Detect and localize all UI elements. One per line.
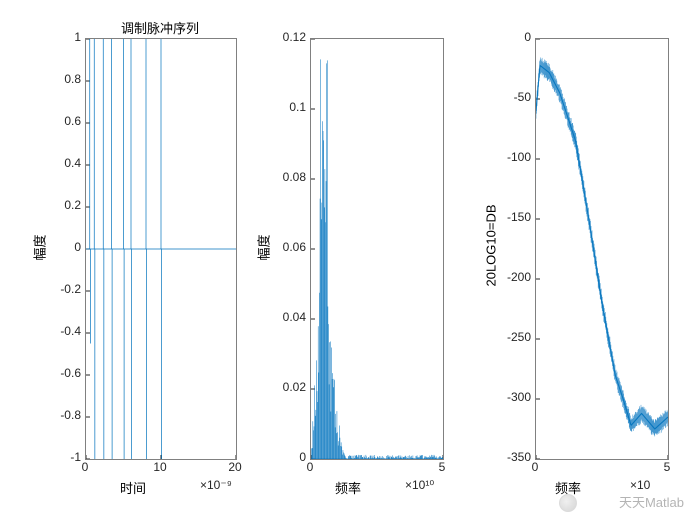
subplot-1-title: 调制脉冲序列 bbox=[85, 18, 235, 37]
tick-label: 0.2 bbox=[41, 198, 81, 212]
tick-label: -250 bbox=[491, 330, 531, 344]
tick-label: 10 bbox=[145, 460, 175, 474]
figure: 调制脉冲序列 幅度 时间 ×10⁻⁹ -1-0.8-0.6-0.4-0.200.… bbox=[0, 0, 700, 525]
subplot-1-xlabel: 时间 bbox=[120, 478, 146, 497]
tick-label: 0.02 bbox=[266, 380, 306, 394]
tick-label: 0.1 bbox=[266, 100, 306, 114]
tick-label: 0.4 bbox=[41, 156, 81, 170]
tick-label: -0.4 bbox=[41, 324, 81, 338]
subplot-3-xexp: ×10 bbox=[630, 478, 650, 492]
spectrum-plot bbox=[311, 39, 443, 459]
tick-label: 0.12 bbox=[266, 30, 306, 44]
tick-label: 0 bbox=[295, 460, 325, 474]
watermark-logo-icon bbox=[559, 494, 577, 512]
tick-label: 0 bbox=[41, 240, 81, 254]
pulse-plot bbox=[86, 39, 236, 459]
subplot-1-xexp: ×10⁻⁹ bbox=[200, 478, 232, 492]
subplot-2-xexp: ×10¹⁰ bbox=[405, 478, 434, 492]
db-plot bbox=[536, 39, 668, 459]
subplot-spectrum bbox=[310, 38, 444, 460]
tick-label: 0.6 bbox=[41, 114, 81, 128]
tick-label: -0.6 bbox=[41, 366, 81, 380]
tick-label: 5 bbox=[427, 460, 457, 474]
tick-label: 0 bbox=[70, 460, 100, 474]
tick-label: 20 bbox=[220, 460, 250, 474]
tick-label: -150 bbox=[491, 210, 531, 224]
subplot-pulse-train bbox=[85, 38, 237, 460]
tick-label: 0.8 bbox=[41, 72, 81, 86]
tick-label: -0.8 bbox=[41, 408, 81, 422]
tick-label: 0 bbox=[520, 460, 550, 474]
tick-label: -100 bbox=[491, 150, 531, 164]
tick-label: -300 bbox=[491, 390, 531, 404]
watermark-text: 天天Matlab bbox=[619, 492, 684, 511]
tick-label: 1 bbox=[41, 30, 81, 44]
tick-label: 0.08 bbox=[266, 170, 306, 184]
tick-label: 5 bbox=[652, 460, 682, 474]
subplot-db bbox=[535, 38, 669, 460]
tick-label: -50 bbox=[491, 90, 531, 104]
tick-label: 0.06 bbox=[266, 240, 306, 254]
tick-label: -200 bbox=[491, 270, 531, 284]
tick-label: 0 bbox=[491, 30, 531, 44]
tick-label: 0.04 bbox=[266, 310, 306, 324]
subplot-2-xlabel: 频率 bbox=[335, 478, 361, 497]
tick-label: -0.2 bbox=[41, 282, 81, 296]
